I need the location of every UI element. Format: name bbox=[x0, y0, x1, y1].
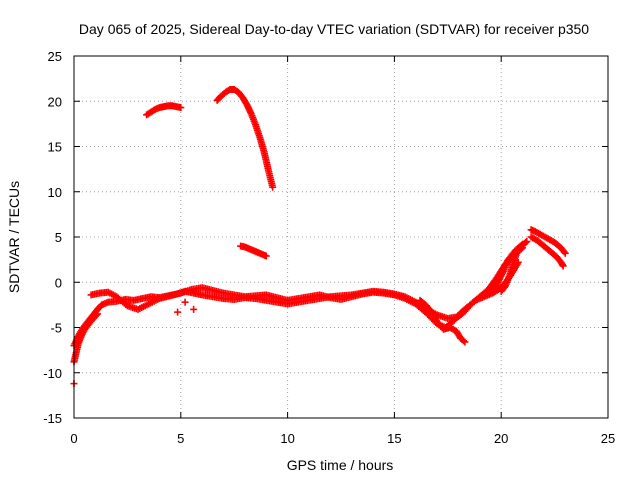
data-point bbox=[181, 298, 189, 306]
data-point bbox=[269, 183, 277, 191]
x-tick-label: 10 bbox=[280, 431, 294, 446]
y-tick-label: -5 bbox=[50, 321, 62, 336]
y-tick-label: 0 bbox=[55, 275, 62, 290]
x-tick-label: 5 bbox=[177, 431, 184, 446]
x-tick-label: 25 bbox=[601, 431, 615, 446]
x-axis-label: GPS time / hours bbox=[287, 457, 394, 473]
data-point bbox=[523, 238, 531, 246]
data-points bbox=[70, 85, 569, 388]
data-point bbox=[459, 337, 467, 345]
y-tick-label: -15 bbox=[43, 411, 62, 426]
data-point bbox=[174, 308, 182, 316]
data-point bbox=[517, 242, 525, 250]
y-tick-label: 25 bbox=[48, 49, 62, 64]
data-point bbox=[559, 262, 567, 270]
data-point bbox=[190, 305, 198, 313]
data-point bbox=[519, 240, 527, 248]
y-axis-label: SDTVAR / TECUs bbox=[6, 181, 22, 293]
axis-ticks: 0 5 10 15 20 25 -15 -10 -5 0 5 10 15 20 25 bbox=[43, 49, 615, 446]
y-tick-label: 15 bbox=[48, 140, 62, 155]
x-tick-label: 15 bbox=[387, 431, 401, 446]
y-tick-label: 20 bbox=[48, 94, 62, 109]
x-tick-label: 0 bbox=[70, 431, 77, 446]
x-tick-label: 20 bbox=[494, 431, 508, 446]
y-tick-label: 5 bbox=[55, 230, 62, 245]
grid-lines bbox=[74, 56, 608, 418]
data-point bbox=[560, 248, 568, 256]
chart-title: Day 065 of 2025, Sidereal Day-to-day VTE… bbox=[79, 21, 589, 37]
y-tick-label: 10 bbox=[48, 185, 62, 200]
data-point bbox=[262, 252, 270, 260]
data-point bbox=[461, 338, 469, 346]
data-point bbox=[177, 104, 185, 112]
data-point bbox=[561, 249, 569, 257]
y-tick-label: -10 bbox=[43, 366, 62, 381]
